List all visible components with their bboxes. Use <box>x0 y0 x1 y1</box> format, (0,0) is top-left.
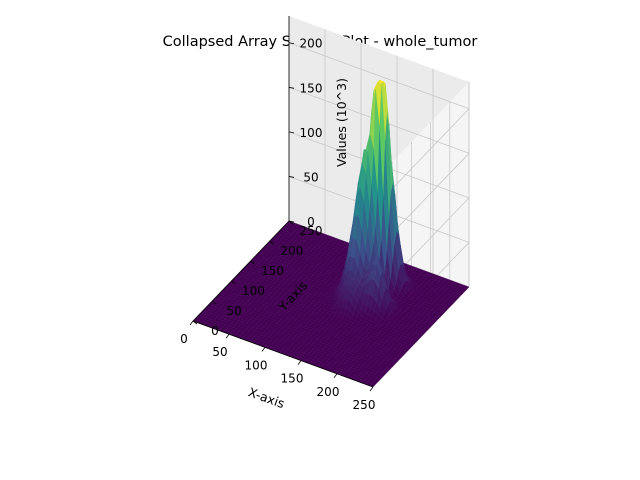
y-tick-label: 100 <box>242 284 265 298</box>
x-tick-label: 150 <box>281 372 304 386</box>
tick-labels: 0501001502002500501001502002500501001502… <box>180 37 375 412</box>
y-tick-mark <box>269 240 275 245</box>
y-tick-label: 150 <box>261 264 284 278</box>
z-tick-label: 0 <box>307 215 315 229</box>
z-tick-label: 50 <box>303 170 318 184</box>
y-tick-mark <box>250 260 255 265</box>
x-axis-line <box>192 320 374 388</box>
z-tick-mark <box>288 220 295 223</box>
y-tick-mark <box>211 300 217 305</box>
y-tick-label: 0 <box>211 324 219 338</box>
y-tick-label: 50 <box>227 304 242 318</box>
z-tick-mark <box>288 42 295 45</box>
z-tick-label: 200 <box>300 37 323 51</box>
y-tick-mark <box>231 280 236 285</box>
x-tick-label: 200 <box>317 385 340 399</box>
z-tick-mark <box>288 86 295 89</box>
z-axis-label: Values (10^3) <box>334 78 349 167</box>
x-tick-label: 250 <box>353 398 376 412</box>
y-tick-label: 250 <box>300 224 323 238</box>
x-tick-mark <box>189 320 194 326</box>
grid-line-z <box>288 42 470 110</box>
x-tick-mark <box>225 333 230 339</box>
z-tick-label: 150 <box>300 81 323 95</box>
z-tick-mark <box>288 176 295 178</box>
z-tick-mark <box>288 131 295 134</box>
y-tick-mark <box>192 320 198 325</box>
x-tick-mark <box>297 360 302 365</box>
x-tick-mark <box>261 347 266 352</box>
x-tick-mark <box>333 373 338 379</box>
x-tick-mark <box>369 386 374 392</box>
y-axis-line <box>192 220 290 322</box>
x-tick-label: 100 <box>245 358 268 372</box>
y-tick-label: 200 <box>280 244 303 258</box>
x-tick-label: 50 <box>212 345 227 359</box>
x-axis-label: X-axis <box>246 384 286 411</box>
z-tick-label: 100 <box>300 126 323 140</box>
x-tick-label: 0 <box>180 332 188 346</box>
axis-lines <box>192 16 374 388</box>
surface-mesh <box>192 79 470 388</box>
